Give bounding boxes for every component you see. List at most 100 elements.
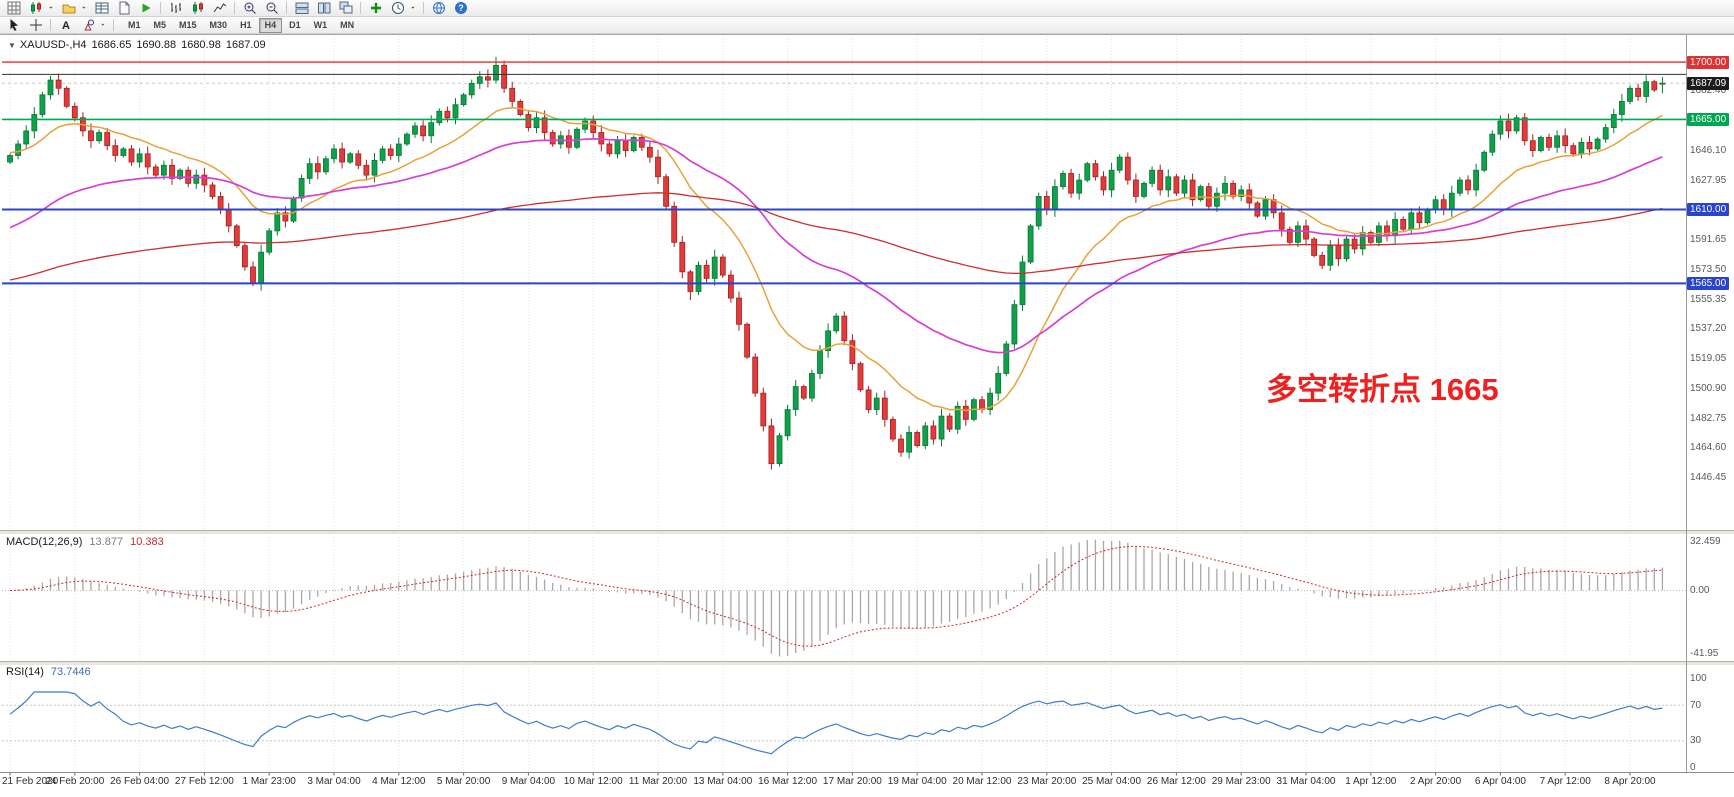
rsi-name: RSI(14) [6,666,44,678]
symbol-dropdown-icon[interactable]: ▼ [8,41,16,50]
bar-chart-button[interactable] [165,1,186,16]
shapes-icon [83,19,94,31]
plusgreen-icon [370,3,381,13]
price-tick: 1682.40 [1690,85,1727,97]
candles-icon [30,2,41,14]
grid-icon [7,1,20,15]
tile-vertical-button[interactable] [313,1,334,16]
svg-text:A: A [62,20,70,32]
timeframe-button-MN[interactable]: MN [334,18,360,33]
candle-chart-button[interactable] [187,1,208,16]
price-tick: 1573.50 [1690,263,1727,275]
panel-separator-rsi[interactable] [0,661,1734,666]
time-label: 7 Apr 12:00 [1539,776,1591,787]
timeframe-button-D1[interactable]: D1 [283,18,307,33]
ohlc-low: 1680.98 [181,39,221,51]
help-button[interactable]: ? [450,1,471,16]
zoom-in-button[interactable] [239,1,260,16]
shapes-caret[interactable] [99,18,109,33]
time-label: 16 Mar 12:00 [758,776,818,787]
time-label: 20 Mar 12:00 [952,776,1012,787]
time-label: 13 Mar 04:00 [693,776,753,787]
time-label: 17 Mar 20:00 [822,776,882,787]
rsi-axis-label: 0 [1690,762,1696,774]
time-label: 24 Feb 20:00 [45,776,105,787]
new-chart-caret[interactable] [47,1,57,16]
time-label: 19 Mar 04:00 [887,776,947,787]
timeframe-button-H4[interactable]: H4 [258,17,283,33]
table-icon [95,2,108,14]
time-label: 23 Mar 20:00 [1017,776,1077,787]
periods-button[interactable] [387,1,408,16]
macd-axis-label: 32.459 [1690,536,1721,548]
market-watch-button[interactable] [91,1,112,16]
timeframe-button-M1[interactable]: M1 [122,18,147,33]
panel-separator-macd[interactable] [0,530,1734,535]
tile-horizontal-button[interactable] [291,1,312,16]
caret-icon [82,6,86,9]
profiles-button[interactable] [58,1,79,16]
web-button[interactable] [428,1,449,16]
timeframe-button-H1[interactable]: H1 [234,18,258,33]
macd-main-value: 13.877 [89,536,124,548]
ohlc-high: 1690.88 [136,39,177,51]
shapes-button[interactable] [77,18,98,33]
toolbar-separator [234,2,235,14]
price-tick: 1446.45 [1690,472,1727,484]
new-order-button[interactable] [113,1,134,16]
profiles-caret[interactable] [80,1,90,16]
cursor-icon [10,19,18,31]
price-tick: 1537.20 [1690,323,1727,335]
macd-canvas[interactable] [0,533,1686,661]
cascade-icon [339,1,352,14]
autotrading-button[interactable] [135,1,156,16]
tools-timeframes-toolbar: A M1 M5 M15 M30 H1 H4 D1 W1 MN [0,17,1734,34]
time-label: 1 Mar 23:00 [242,776,296,787]
toolbar-separator [113,19,114,31]
new-chart-button[interactable] [25,1,46,16]
linechart-icon [213,3,226,13]
time-label: 6 Apr 04:00 [1474,776,1526,787]
time-label: 8 Apr 20:00 [1604,776,1656,787]
cursor-button[interactable] [3,18,24,33]
text-label-button[interactable]: A [55,18,76,33]
price-badge-1700.00: 1700.00 [1687,55,1730,69]
rsi-canvas[interactable] [0,664,1686,772]
symbol-period-label: XAUUSD-,H4 [19,39,87,51]
caret-icon [49,6,53,9]
price-tick: 1519.05 [1690,353,1727,365]
rsi-axis-label: 100 [1690,673,1707,685]
macd-axis-label: 0.00 [1690,584,1710,596]
timeframe-button-M15[interactable]: M15 [173,18,203,33]
price-tick: 1464.60 [1690,442,1727,454]
timeframe-button-M30[interactable]: M30 [204,18,234,33]
rsi-axis-label: 30 [1690,735,1702,747]
toolbar-separator [160,2,161,14]
timeframe-button-M5[interactable]: M5 [148,18,173,33]
zoom-out-button[interactable] [261,1,282,16]
chart-title: ▼ XAUUSD-,H4 1686.65 1690.88 1680.98 1687.09 [8,39,271,51]
time-label: 26 Feb 04:00 [110,776,170,787]
periods-caret[interactable] [409,1,419,16]
tileh-icon [295,2,308,14]
toolbar-separator [50,19,51,31]
macd-label: MACD(12,26,9) 13.877 10.383 [6,536,164,548]
toolbar-separator [423,2,424,14]
main-chart-canvas[interactable] [0,34,1686,530]
rsi-label: RSI(14) 73.7446 [6,666,91,678]
price-tick: 1646.10 [1690,144,1727,156]
timeframe-button-W1[interactable]: W1 [308,18,334,33]
rsi-value: 73.7446 [50,666,91,678]
annotation-text[interactable]: 多空转折点 1665 [1266,372,1499,407]
add-indicator-button[interactable] [365,1,386,16]
cascade-windows-button[interactable] [335,1,356,16]
macd-name: MACD(12,26,9) [6,536,83,548]
time-label: 2 Apr 20:00 [1410,776,1462,787]
crosshair-button[interactable] [25,18,46,33]
line-chart-button[interactable] [209,1,230,16]
time-label: 4 Mar 12:00 [372,776,426,787]
price-scale-divider [1686,35,1687,772]
chart-grid-button[interactable] [3,1,24,16]
tilev-icon [317,2,330,14]
clock-icon [391,2,404,14]
